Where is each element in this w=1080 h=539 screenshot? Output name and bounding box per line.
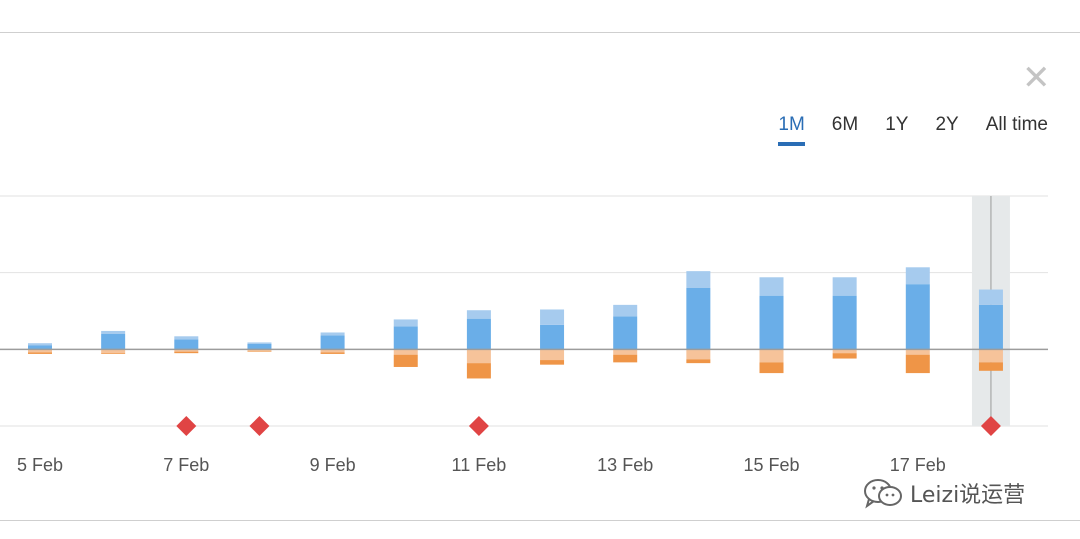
bar-segment <box>466 349 491 364</box>
bar-segment <box>759 349 784 363</box>
bar-segment <box>247 350 272 352</box>
bar-segment <box>247 342 272 344</box>
bar-segment <box>905 284 930 350</box>
bar-segment <box>540 324 565 350</box>
x-tick-label: 7 Feb <box>163 455 209 475</box>
bar-segment <box>174 339 199 350</box>
bar-segment <box>686 359 711 364</box>
x-tick-label: 13 Feb <box>597 455 653 475</box>
bar-segment <box>101 330 126 334</box>
bar-segment <box>320 335 345 350</box>
bar-segment <box>832 295 857 350</box>
bar-segment <box>540 349 565 361</box>
bar-segment <box>174 336 199 340</box>
bar-segment <box>101 349 126 354</box>
bar-segment <box>905 354 930 374</box>
bar-segment <box>978 304 1003 350</box>
bar-segment <box>832 277 857 296</box>
bar-segment <box>978 289 1003 305</box>
bar-segment <box>686 349 711 360</box>
bar-segment <box>613 349 638 355</box>
bar-segment <box>393 319 418 327</box>
wechat-icon <box>864 479 902 509</box>
bar-segment <box>174 349 199 352</box>
bar-segment <box>759 277 784 296</box>
close-icon[interactable]: ✕ <box>1022 58 1051 98</box>
bar-segment <box>101 353 126 354</box>
event-marker <box>980 416 1001 436</box>
x-axis-ticks: 5 Feb 7 Feb 9 Feb 11 Feb 13 Feb 15 Feb 17 Feb <box>17 455 946 475</box>
bar-segment <box>905 267 930 285</box>
chart-bars <box>28 267 1003 379</box>
bar-segment <box>540 309 565 325</box>
range-2y[interactable]: 2Y <box>935 114 959 135</box>
bar-segment <box>466 318 491 350</box>
bar-segment <box>613 316 638 350</box>
bottom-divider <box>0 520 1080 521</box>
bar-segment <box>101 334 126 350</box>
bar-segment <box>832 349 857 354</box>
bar-segment <box>759 362 784 374</box>
bar-segment <box>28 345 52 350</box>
range-6m[interactable]: 6M <box>831 114 859 135</box>
bar-segment <box>247 343 272 350</box>
x-tick-label: 15 Feb <box>743 455 799 475</box>
watermark-text: Leizi说运营 <box>910 483 1026 508</box>
bar-segment <box>686 288 711 350</box>
event-marker <box>176 416 197 436</box>
bar-segment <box>320 352 345 354</box>
bar-segment <box>978 349 1003 363</box>
bar-segment <box>28 343 52 346</box>
x-tick-label: 5 Feb <box>17 455 63 475</box>
bar-segment <box>978 362 1003 371</box>
bar-segment <box>320 349 345 353</box>
bar-segment <box>247 349 272 351</box>
time-range-selector: 1M 6M 1Y 2Y All time <box>751 114 1048 146</box>
bar-segment <box>759 295 784 350</box>
event-marker <box>249 416 270 436</box>
range-1y[interactable]: 1Y <box>885 114 909 135</box>
range-all-time[interactable]: All time <box>985 114 1048 135</box>
x-tick-label: 11 Feb <box>452 455 507 475</box>
bar-segment <box>613 354 638 363</box>
bar-segment <box>905 349 930 355</box>
bar-segment <box>466 363 491 379</box>
x-tick-label: 17 Feb <box>890 455 946 475</box>
bar-segment <box>28 352 52 354</box>
bar-segment <box>393 349 418 355</box>
bar-segment <box>320 332 345 336</box>
bar-segment <box>686 271 711 288</box>
top-divider <box>0 32 1080 33</box>
bar-segment <box>540 360 565 365</box>
range-1m[interactable]: 1M <box>778 114 806 146</box>
bar-segment <box>466 310 491 319</box>
watermark: Leizi说运营 <box>862 477 1025 509</box>
bar-segment <box>174 351 199 354</box>
bar-segment <box>613 304 638 317</box>
bar-segment <box>393 354 418 367</box>
chart-grid <box>0 195 1048 427</box>
x-tick-label: 9 Feb <box>310 455 356 475</box>
bar-segment <box>28 349 52 353</box>
event-markers <box>176 416 1001 436</box>
bar-segment <box>832 353 857 359</box>
bar-segment <box>393 326 418 350</box>
event-marker <box>468 416 489 436</box>
